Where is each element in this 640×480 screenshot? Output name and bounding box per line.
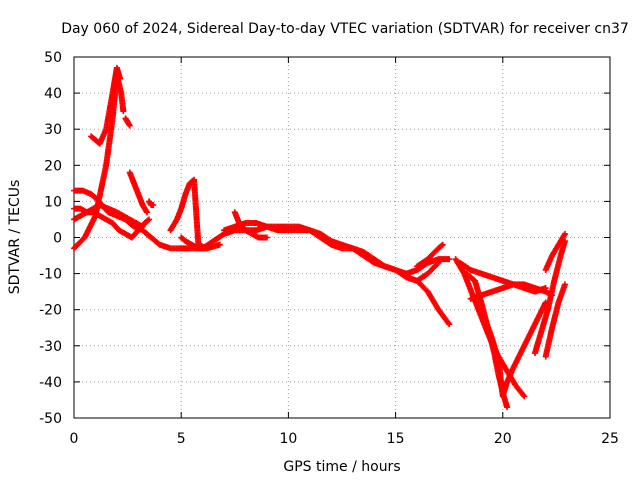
data-point <box>446 321 453 328</box>
y-tick-label: 10 <box>44 194 62 210</box>
y-tick-label: -10 <box>39 267 62 283</box>
y-tick-label: 50 <box>44 50 62 66</box>
data-point <box>120 108 127 115</box>
axis-ticks: 0 5 10 15 20 25 -50 -40 -30 -20 -10 0 10 20 30 40 50 <box>39 50 619 447</box>
series-track-n <box>414 241 446 270</box>
data-point <box>263 234 270 241</box>
data-point <box>438 242 445 249</box>
data-point <box>561 281 568 288</box>
series-track-l <box>231 209 270 241</box>
data-point <box>439 241 446 248</box>
data-point <box>117 75 124 82</box>
series-track-d <box>71 187 453 277</box>
x-tick-label: 10 <box>279 431 297 447</box>
x-tick-label: 0 <box>70 431 79 447</box>
y-axis-label: SDTVAR / TECUs <box>7 180 23 295</box>
data-point <box>504 404 511 411</box>
x-tick-label: 5 <box>177 431 186 447</box>
data-point <box>435 259 442 266</box>
series-track-b <box>88 64 124 147</box>
data-point <box>144 217 151 224</box>
series-track-c <box>122 115 133 129</box>
y-tick-label: 40 <box>44 86 62 102</box>
y-tick-label: -20 <box>39 303 62 319</box>
series-track-h <box>146 198 157 209</box>
series-track-u <box>542 281 568 360</box>
series-track-q <box>482 299 549 400</box>
chart-title: Day 060 of 2024, Sidereal Day-to-day VTE… <box>61 21 629 37</box>
data-point <box>150 202 157 209</box>
x-tick-label: 20 <box>494 431 512 447</box>
series-track-k <box>221 220 442 284</box>
y-tick-label: 20 <box>44 158 62 174</box>
series-track-g <box>126 169 150 216</box>
x-tick-label: 15 <box>387 431 405 447</box>
data-point <box>521 393 528 400</box>
y-tick-label: -30 <box>39 339 62 355</box>
data-point <box>126 122 133 129</box>
grid-lines <box>74 57 610 418</box>
data-point <box>434 260 441 267</box>
x-axis-label: GPS time / hours <box>283 459 400 475</box>
series-track-t <box>531 238 568 357</box>
data-point <box>446 256 453 263</box>
series-track-s <box>467 281 556 302</box>
data-points <box>71 64 568 411</box>
series-track-a <box>71 72 127 252</box>
y-tick-label: 30 <box>44 122 62 138</box>
data-point <box>143 209 150 216</box>
y-tick-label: 0 <box>53 231 62 247</box>
data-point <box>216 241 223 248</box>
series-track-v <box>542 230 568 273</box>
y-tick-label: -50 <box>39 411 62 427</box>
data-point <box>146 216 153 223</box>
series-track-m <box>403 274 453 328</box>
series-track-f <box>71 205 153 241</box>
x-tick-label: 25 <box>601 431 619 447</box>
series-track-j <box>178 234 223 252</box>
y-tick-label: -40 <box>39 375 62 391</box>
data-point <box>561 230 568 237</box>
